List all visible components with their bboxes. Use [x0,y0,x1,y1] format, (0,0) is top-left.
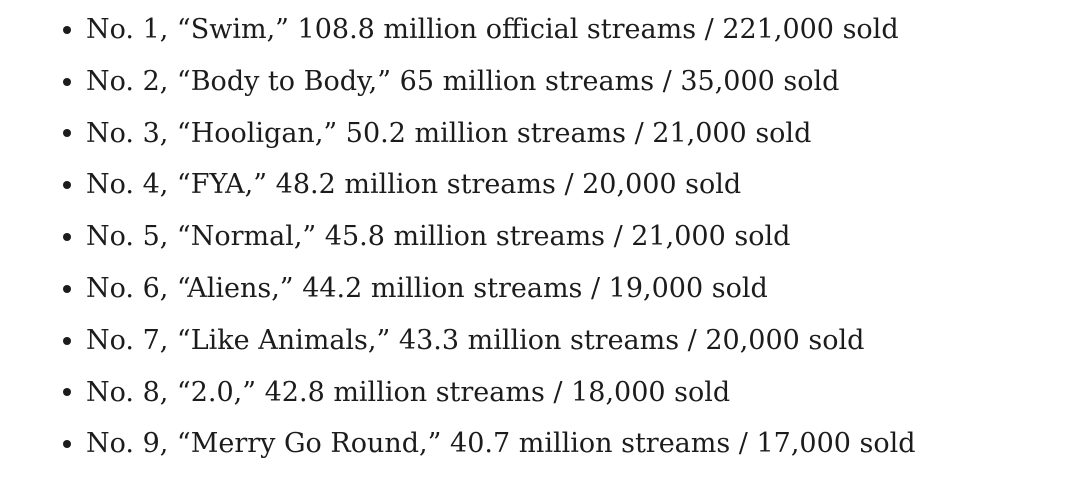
list-item-text: No. 1, “Swim,” 108.8 million official st… [86,14,899,45]
bullet-icon [63,129,71,138]
list-item-text: No. 4, “FYA,” 48.2 million streams / 20,… [86,169,742,201]
list-item: No. 1, “Swim,” 108.8 million official st… [63,4,1053,56]
bullet-icon [63,77,71,86]
list-item: No. 8, “2.0,” 42.8 million streams / 18,… [63,367,1053,419]
list-item: No. 4, “FYA,” 48.2 million streams / 20,… [63,159,1053,211]
list-item-text: No. 7, “Like Animals,” 43.3 million stre… [86,324,865,356]
list-item-text: No. 3, “Hooligan,” 50.2 million streams … [86,117,812,149]
bullet-icon [63,440,71,449]
bullet-icon [63,336,71,345]
bullet-icon [63,233,71,242]
list-item: No. 7, “Like Animals,” 43.3 million stre… [63,315,1053,367]
list-item-text: No. 8, “2.0,” 42.8 million streams / 18,… [86,376,731,408]
list-item: No. 5, “Normal,” 45.8 million streams / … [63,211,1053,263]
list-item-text: No. 2, “Body to Body,” 65 million stream… [86,65,840,97]
list-item: No. 2, “Body to Body,” 65 million stream… [63,56,1053,108]
list-item: No. 3, “Hooligan,” 50.2 million streams … [63,108,1053,160]
list-item-text: No. 6, “Aliens,” 44.2 million streams / … [86,272,768,304]
bullet-icon [63,284,71,293]
list-item-text: No. 9, “Merry Go Round,” 40.7 million st… [86,428,916,460]
bullet-icon [63,181,71,190]
list-item: No. 9, “Merry Go Round,” 40.7 million st… [63,418,1053,470]
bullet-icon [63,388,71,397]
bullet-icon [63,25,71,34]
track-ranking-list: No. 1, “Swim,” 108.8 million official st… [63,4,1053,470]
list-item: No. 6, “Aliens,” 44.2 million streams / … [63,263,1053,315]
list-item-text: No. 5, “Normal,” 45.8 million streams / … [86,221,791,253]
